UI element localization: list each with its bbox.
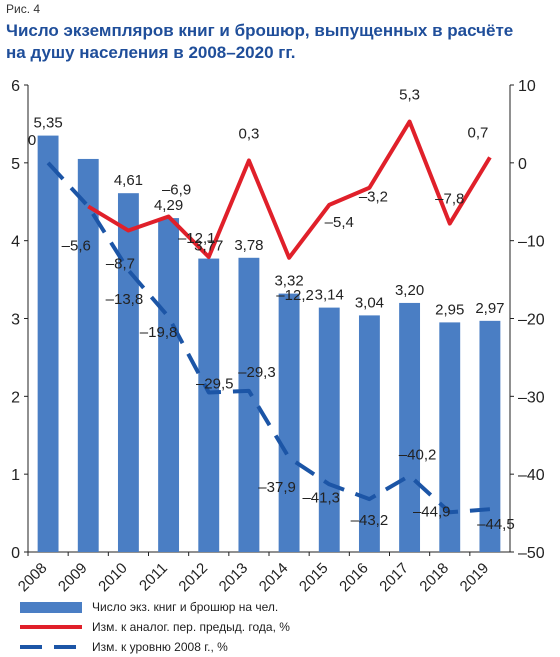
left-tick-label: 3 (11, 312, 20, 329)
chart-title: Число экземпляров книг и брошюр, выпущен… (6, 21, 514, 62)
blue-line-data-label: –29,5 (196, 375, 234, 392)
red-line-data-label: 5,3 (399, 87, 420, 104)
right-tick-label: –10 (518, 234, 545, 251)
bar-2015 (318, 307, 340, 552)
bar-2019 (479, 320, 501, 552)
bar-2011 (158, 218, 180, 552)
red-line-data-label: –8,7 (106, 256, 135, 273)
x-tick-label: 2012 (175, 560, 211, 596)
blue-line-data-label: –13,8 (106, 291, 144, 308)
red-line-data-label: 0,3 (238, 125, 259, 142)
red-line-data-label: –12,1 (178, 230, 216, 247)
legend-label-blue-dashed: Изм. к уровню 2008 г., % (92, 640, 228, 654)
legend-swatch-red-line (20, 625, 82, 629)
blue-line-data-label: –19,8 (140, 324, 178, 341)
bar-2017 (399, 302, 421, 552)
left-tick-label: 2 (11, 389, 20, 406)
bar-2008 (37, 135, 59, 552)
blue-line-data-label: –5,6 (62, 237, 91, 254)
blue-line-data-label: –37,9 (258, 479, 296, 496)
bar-2018 (439, 322, 461, 552)
x-tick-label: 2016 (336, 560, 372, 596)
bar-data-label: 2,97 (475, 300, 504, 317)
red-line-data-label: –5,4 (325, 214, 354, 231)
bar-data-label: 3,14 (315, 287, 344, 304)
x-tick-label: 2018 (416, 560, 452, 596)
left-tick-label: 4 (11, 234, 20, 251)
bar-2012 (198, 258, 220, 552)
x-tick-label: 2013 (216, 560, 252, 596)
x-tick-label: 2019 (457, 560, 493, 596)
bar-data-label: 2,95 (435, 301, 464, 318)
bar-2016 (358, 315, 380, 552)
legend-item-blue-dashed: Изм. к уровню 2008 г., % (20, 640, 228, 654)
left-tick-label: 5 (11, 156, 20, 173)
series-line-change-vs-2008 (46, 161, 491, 515)
x-tick-label: 2015 (296, 560, 332, 596)
right-tick-label: –30 (518, 389, 545, 406)
legend-label-red-line: Изм. к аналог. пер. предыд. года, % (92, 620, 290, 634)
blue-line-data-label: –41,3 (302, 489, 340, 506)
red-line-data-label: –7,8 (435, 191, 464, 208)
blue-line-data-label: 0 (28, 132, 36, 149)
bar-data-label: 3,20 (395, 282, 424, 299)
red-line-data-label: –6,9 (162, 182, 191, 199)
bar-data-label: 4,61 (114, 172, 143, 189)
red-line-data-label: –12,2 (276, 287, 314, 304)
bar-data-label: 3,77 (194, 238, 223, 255)
bar-data-label: 5,35 (33, 115, 62, 132)
right-tick-label: –50 (518, 545, 545, 562)
x-tick-label: 2008 (15, 560, 51, 596)
bar-2013 (238, 257, 260, 552)
bar-data-label: 3,32 (274, 273, 303, 290)
blue-line-data-label: –29,3 (238, 364, 276, 381)
bar-2014 (278, 293, 300, 552)
legend-item-bars: Число экз. книг и брошюр на чел. (20, 600, 278, 614)
bar-2009 (77, 158, 99, 553)
left-tick-label: 6 (11, 78, 20, 95)
bar-data-label: 3,04 (355, 294, 384, 311)
x-tick-label: 2011 (136, 560, 171, 595)
figure-label: Рис. 4 (6, 2, 41, 16)
red-line-data-label: 0,7 (467, 124, 488, 141)
right-tick-label: 10 (518, 78, 536, 95)
x-tick-label: 2014 (256, 560, 292, 596)
x-tick-label: 2010 (95, 560, 131, 596)
legend-label-bars: Число экз. книг и брошюр на чел. (92, 600, 279, 614)
legend-swatch-bar (20, 601, 82, 613)
left-tick-label: 0 (11, 545, 20, 562)
right-tick-label: –20 (518, 312, 545, 329)
right-tick-label: 0 (518, 156, 527, 173)
legend-item-red-line: Изм. к аналог. пер. предыд. года, % (20, 620, 290, 634)
bar-data-label: 4,29 (154, 197, 183, 214)
series-line-yoy-change (87, 119, 492, 260)
x-tick-label: 2009 (55, 560, 91, 596)
red-line-data-label: –3,2 (359, 189, 388, 206)
bar-2010 (117, 193, 139, 552)
bar-data-label: 3,78 (234, 237, 263, 254)
x-tick-label: 2017 (376, 560, 412, 596)
legend-swatch-blue-dashed (20, 645, 82, 649)
right-tick-label: –40 (518, 467, 545, 484)
left-tick-label: 1 (11, 467, 20, 484)
blue-line-data-label: –40,2 (399, 447, 437, 464)
blue-line-data-label: –44,5 (477, 516, 515, 533)
blue-line-data-label: –43,2 (351, 512, 389, 529)
blue-line-data-label: –44,9 (413, 503, 451, 520)
